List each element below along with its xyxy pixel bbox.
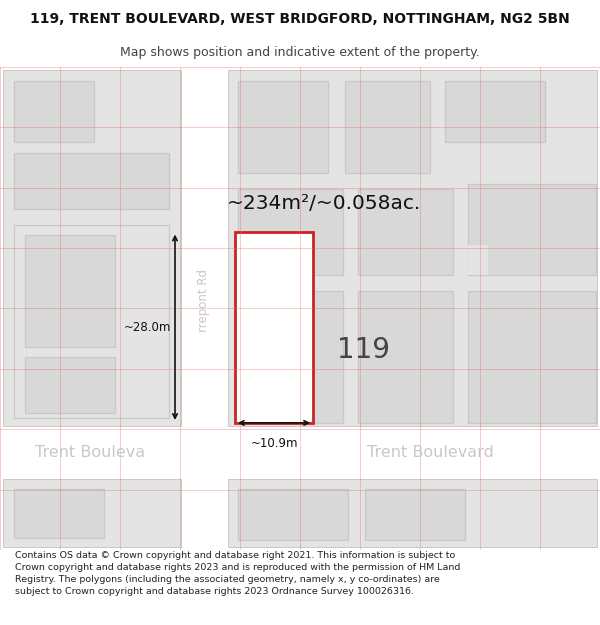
Bar [345,81,430,172]
Bar [365,489,465,540]
Bar [468,291,596,423]
Text: Trent Boulevard: Trent Boulevard [367,445,493,460]
Bar [358,189,453,276]
Text: Map shows position and indicative extent of the property.: Map shows position and indicative extent… [120,46,480,59]
Bar [238,489,348,540]
Bar [445,81,545,142]
Text: ~10.9m: ~10.9m [250,437,298,450]
Text: 119, TRENT BOULEVARD, WEST BRIDGFORD, NOTTINGHAM, NG2 5BN: 119, TRENT BOULEVARD, WEST BRIDGFORD, NO… [30,12,570,26]
Bar [468,245,488,276]
Bar [468,184,596,276]
Bar [238,291,343,423]
Bar [235,232,313,423]
Text: 119: 119 [337,336,389,364]
Bar [25,235,115,347]
Bar [358,291,453,423]
Text: rrepont Rd: rrepont Rd [197,269,211,332]
Bar [185,67,223,431]
Bar [228,70,597,426]
Text: ~234m²/~0.058ac.: ~234m²/~0.058ac. [227,194,421,213]
Bar [0,431,600,474]
Bar [14,489,104,538]
Bar [14,81,94,142]
Bar [3,70,181,426]
Bar [238,81,328,172]
Bar [238,189,343,276]
Text: ~28.0m: ~28.0m [124,321,171,334]
Bar [25,357,115,412]
Bar [14,224,169,418]
Text: Trent Bouleva: Trent Bouleva [35,445,145,460]
Bar [228,479,597,547]
Bar [14,153,169,209]
Bar [3,479,181,547]
Text: Contains OS data © Crown copyright and database right 2021. This information is : Contains OS data © Crown copyright and d… [15,551,460,596]
